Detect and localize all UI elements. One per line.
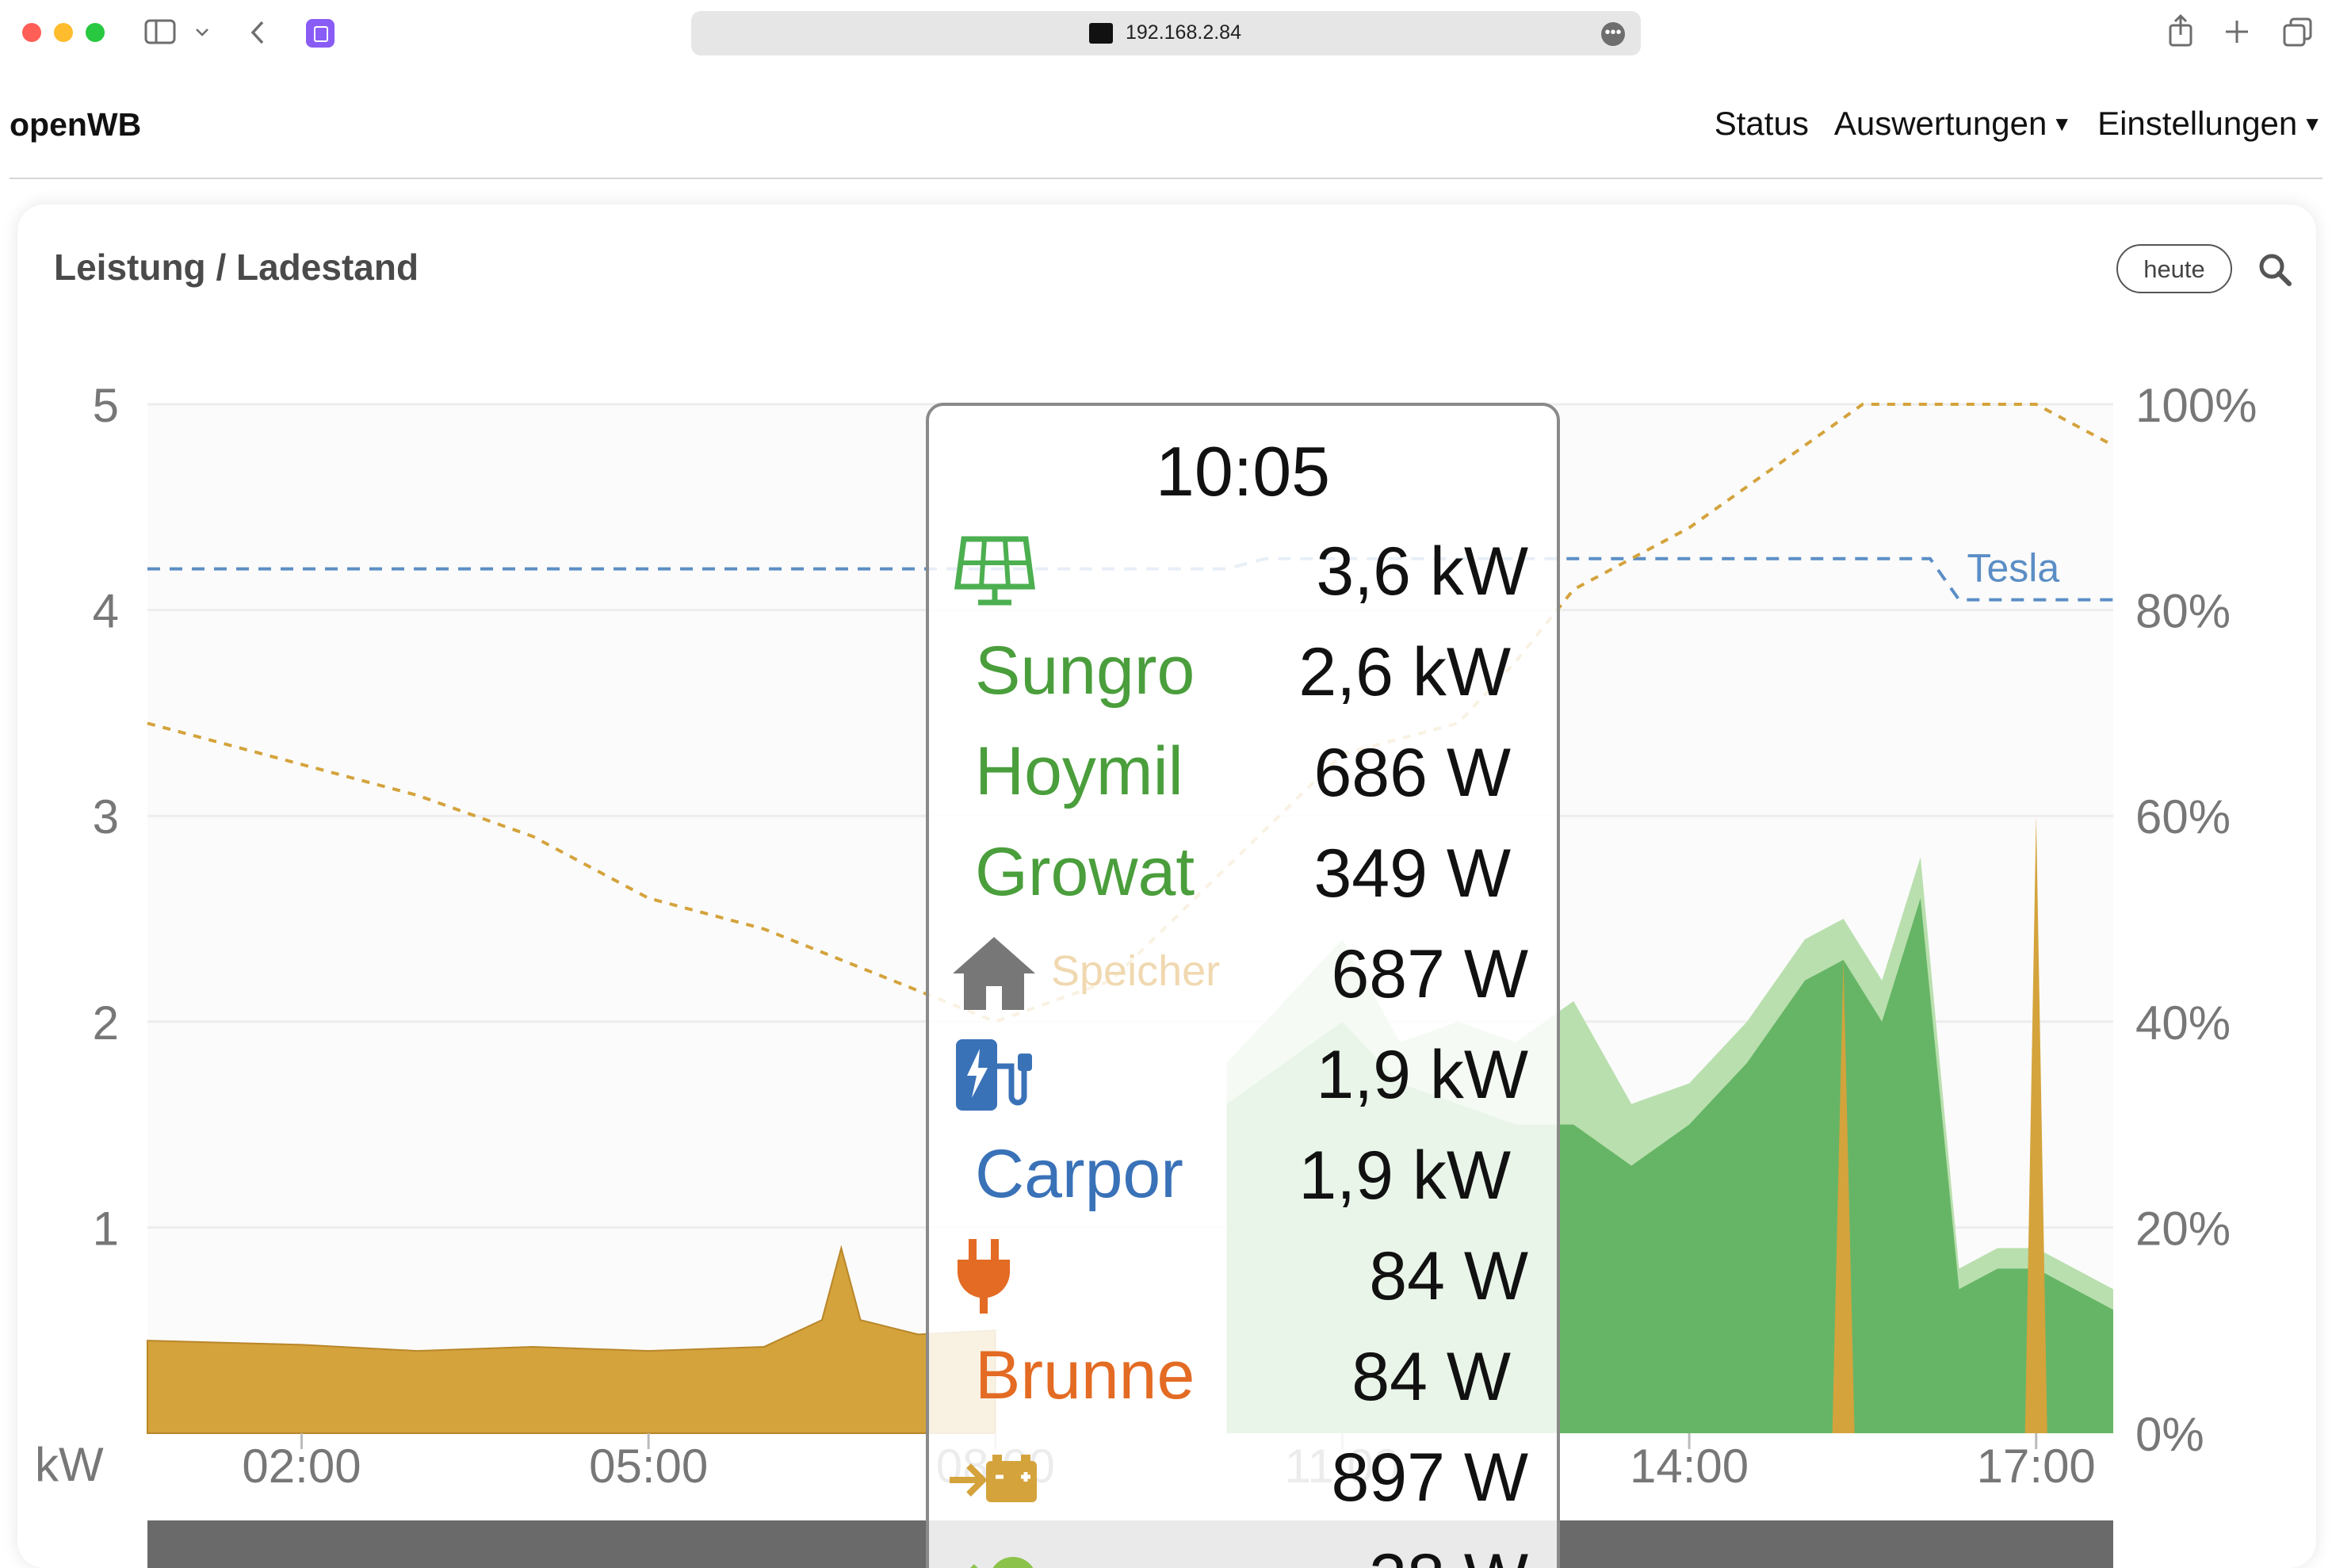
tooltip-row-value: 84 W (1351, 1339, 1511, 1415)
browser-toolbar: 192.168.2.84 ••• (0, 0, 2332, 67)
grid-import-icon (950, 1538, 1038, 1568)
tooltip-row-label: Carpor (975, 1136, 1183, 1212)
x-tick-label: 02:00 (242, 1440, 361, 1493)
y-tick-label: 3 (93, 790, 119, 843)
y2-tick-label: 0% (2135, 1408, 2204, 1461)
nav-einstellungen[interactable]: Einstellungen ▼ (2097, 105, 2322, 143)
tooltip-row-label: Hoymil (975, 733, 1183, 809)
site-favicon-icon (1089, 23, 1113, 44)
nav-auswertungen[interactable]: Auswertungen ▼ (1834, 105, 2072, 143)
tooltip-row: 897 W (929, 1431, 1557, 1524)
tooltip-row-value: 84 W (1369, 1238, 1528, 1314)
y-tick-label: 2 (93, 996, 119, 1050)
minimize-window-button[interactable] (54, 23, 73, 42)
extension-icon[interactable] (306, 19, 335, 48)
tooltip-row: Speicher 687 W (929, 927, 1557, 1021)
tooltip-row-value: 686 W (1313, 735, 1511, 811)
tooltip-row-value: 3,6 kW (1316, 534, 1528, 610)
tooltip-row: 1,9 kW (929, 1028, 1557, 1122)
y-tick-label: 1 (93, 1202, 119, 1255)
y-axis-label: kW (35, 1438, 104, 1491)
y2-tick-label: 60% (2135, 790, 2231, 843)
share-icon[interactable] (2167, 14, 2194, 48)
plug-icon (950, 1236, 1038, 1315)
caret-down-icon: ▼ (2051, 112, 2073, 136)
address-bar[interactable]: 192.168.2.84 ••• (691, 11, 1641, 55)
back-icon[interactable] (249, 19, 266, 46)
x-tick-label: 17:00 (1977, 1440, 2096, 1493)
tooltip-row-value: 38 W (1369, 1539, 1528, 1568)
sidebar-icon[interactable] (144, 19, 178, 46)
url-text[interactable]: 192.168.2.84 (1126, 21, 1241, 44)
tooltip-row-value: 687 W (1331, 936, 1528, 1012)
chevron-down-icon[interactable] (195, 27, 209, 38)
tooltip-row-label: Growat (975, 834, 1195, 910)
y2-tick-label: 20% (2135, 1202, 2231, 1255)
nav-status[interactable]: Status (1714, 105, 1809, 142)
tooltip-row-value: 1,9 kW (1298, 1138, 1511, 1214)
search-icon[interactable] (2256, 250, 2294, 289)
house-icon (950, 934, 1038, 1013)
y-tick-label: 4 (93, 585, 119, 638)
speicher-series-label: Speicher (1051, 947, 1221, 995)
page-menu-icon[interactable]: ••• (1601, 22, 1625, 46)
nav-auswertungen-label: Auswertungen (1833, 105, 2047, 142)
y2-tick-label: 40% (2135, 996, 2231, 1050)
tooltip-row-value: 349 W (1313, 836, 1511, 912)
app-navbar: openWB Status Auswertungen ▼ Einstellunge… (10, 87, 2322, 179)
battery-charge-icon (950, 1437, 1038, 1516)
tooltip-row: 84 W (929, 1230, 1557, 1323)
tooltip-row: 3,6 kW (929, 525, 1557, 618)
tooltip-row-label: Sungro (975, 633, 1195, 709)
tooltip-row-value: 2,6 kW (1298, 634, 1511, 710)
house-consumption-spike (1832, 959, 1855, 1433)
tooltip-row-label: Brunne (975, 1337, 1195, 1413)
card-title: Leistung / Ladestand (54, 247, 419, 288)
tesla-series-label: Tesla (1967, 546, 2059, 591)
charging-station-icon (950, 1034, 1038, 1114)
tooltip-row: 38 W (929, 1532, 1557, 1568)
tooltip-row: Hoymil 686 W (929, 726, 1557, 820)
x-tick-label: 14:00 (1630, 1440, 1749, 1493)
y-tick-label: 5 (93, 379, 119, 432)
y2-tick-label: 100% (2135, 379, 2257, 432)
solar-panel-icon (950, 531, 1038, 610)
tooltip-row: Carpor 1,9 kW (929, 1129, 1557, 1222)
house-consumption-spike (2024, 816, 2047, 1433)
close-window-button[interactable] (22, 23, 41, 42)
tooltip-row: Growat 349 W (929, 827, 1557, 920)
caret-down-icon: ▼ (2302, 112, 2322, 136)
tabs-overview-icon[interactable] (2283, 17, 2313, 48)
tooltip-row: Brunne 84 W (929, 1330, 1557, 1424)
y2-tick-label: 80% (2135, 585, 2231, 638)
brand-logo[interactable]: openWB (10, 106, 142, 143)
date-today-button[interactable]: heute (2116, 244, 2232, 293)
power-chart-card: Tesla 1 2 3 4 5 kW 0% 20% 40% 60% 80% 100% 02:00 05:0… (17, 205, 2316, 1568)
new-tab-icon[interactable] (2224, 19, 2250, 44)
x-tick-label: 05:00 (589, 1440, 708, 1493)
tooltip-row-value: 897 W (1331, 1440, 1528, 1516)
tooltip-time: 10:05 (1155, 432, 1331, 511)
tooltip-row-value: 1,9 kW (1316, 1037, 1528, 1113)
nav-einstellungen-label: Einstellungen (2097, 105, 2298, 142)
main-nav: Status Auswertungen ▼ Einstellungen ▼ (1715, 105, 2322, 143)
zoom-window-button[interactable] (86, 23, 105, 42)
chart-tooltip: 10:05 3,6 kW Sungro 2,6 kW Hoymil 686 W Growa… (926, 403, 1560, 1568)
tooltip-row: Sungro 2,6 kW (929, 625, 1557, 719)
